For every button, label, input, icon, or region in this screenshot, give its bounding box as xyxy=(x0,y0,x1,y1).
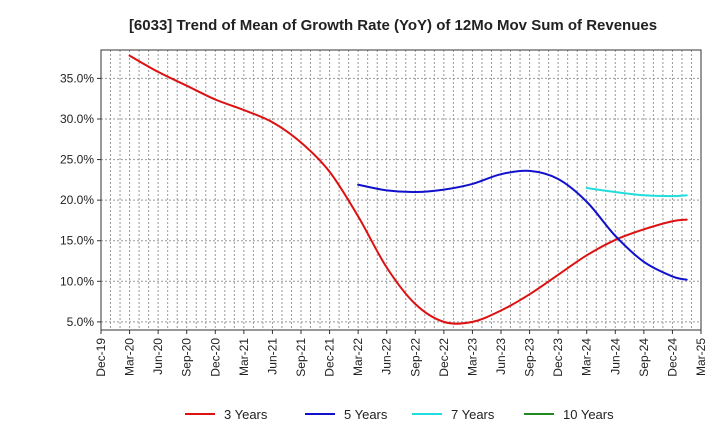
y-tick-label: 15.0% xyxy=(60,234,94,248)
x-tick-label: Mar-24 xyxy=(580,338,594,376)
y-tick-label: 25.0% xyxy=(60,153,94,167)
legend-label-5-years: 5 Years xyxy=(344,407,388,422)
y-tick-label: 20.0% xyxy=(60,193,94,207)
plot-grid xyxy=(101,50,701,330)
x-tick-label: Jun-21 xyxy=(265,338,279,375)
series-line-3-years xyxy=(128,54,688,325)
x-tick-label: Sep-21 xyxy=(294,338,308,377)
x-tick-label: Jun-20 xyxy=(151,338,165,375)
legend-label-7-years: 7 Years xyxy=(451,407,495,422)
x-tick-label: Mar-23 xyxy=(465,338,479,376)
legend-label-10-years: 10 Years xyxy=(563,407,614,422)
y-tick-label: 5.0% xyxy=(67,315,95,329)
x-tick-label: Mar-22 xyxy=(351,338,365,376)
plot-frame xyxy=(100,49,702,331)
y-tick-label: 35.0% xyxy=(60,71,94,85)
series-line-7-years xyxy=(585,186,688,198)
series-lines xyxy=(128,54,688,325)
chart-title: [6033] Trend of Mean of Growth Rate (YoY… xyxy=(129,17,657,34)
x-tick-label: Mar-20 xyxy=(123,338,137,376)
x-tick-label: Sep-22 xyxy=(408,338,422,377)
x-tick-label: Sep-20 xyxy=(180,338,194,377)
x-axis-ticks: Dec-19 Mar-20 Jun-20 Sep-20 Dec-20 Mar-21 Jun-… xyxy=(94,330,708,377)
x-tick-label: Dec-22 xyxy=(437,338,451,377)
y-tick-label: 30.0% xyxy=(60,112,94,126)
legend-label-3-years: 3 Years xyxy=(224,407,268,422)
series-line-5-years xyxy=(357,169,688,281)
x-tick-label: Dec-24 xyxy=(665,338,679,377)
x-tick-label: Dec-21 xyxy=(323,338,337,377)
x-tick-label: Dec-23 xyxy=(551,338,565,377)
x-tick-label: Jun-24 xyxy=(608,338,622,375)
x-tick-label: Jun-22 xyxy=(380,338,394,375)
x-tick-label: Sep-23 xyxy=(523,338,537,377)
y-tick-label: 10.0% xyxy=(60,274,94,288)
legend: 3 Years 5 Years 7 Years 10 Years xyxy=(185,407,614,422)
x-tick-label: Sep-24 xyxy=(637,338,651,377)
x-tick-label: Mar-21 xyxy=(237,338,251,376)
y-axis-ticks: 5.0% 10.0% 15.0% 20.0% 25.0% 30.0% 35.0% xyxy=(60,71,101,329)
x-tick-label: Dec-20 xyxy=(208,338,222,377)
x-tick-label: Jun-23 xyxy=(494,338,508,375)
x-tick-label: Dec-19 xyxy=(94,338,108,377)
x-tick-label: Mar-25 xyxy=(694,338,708,376)
